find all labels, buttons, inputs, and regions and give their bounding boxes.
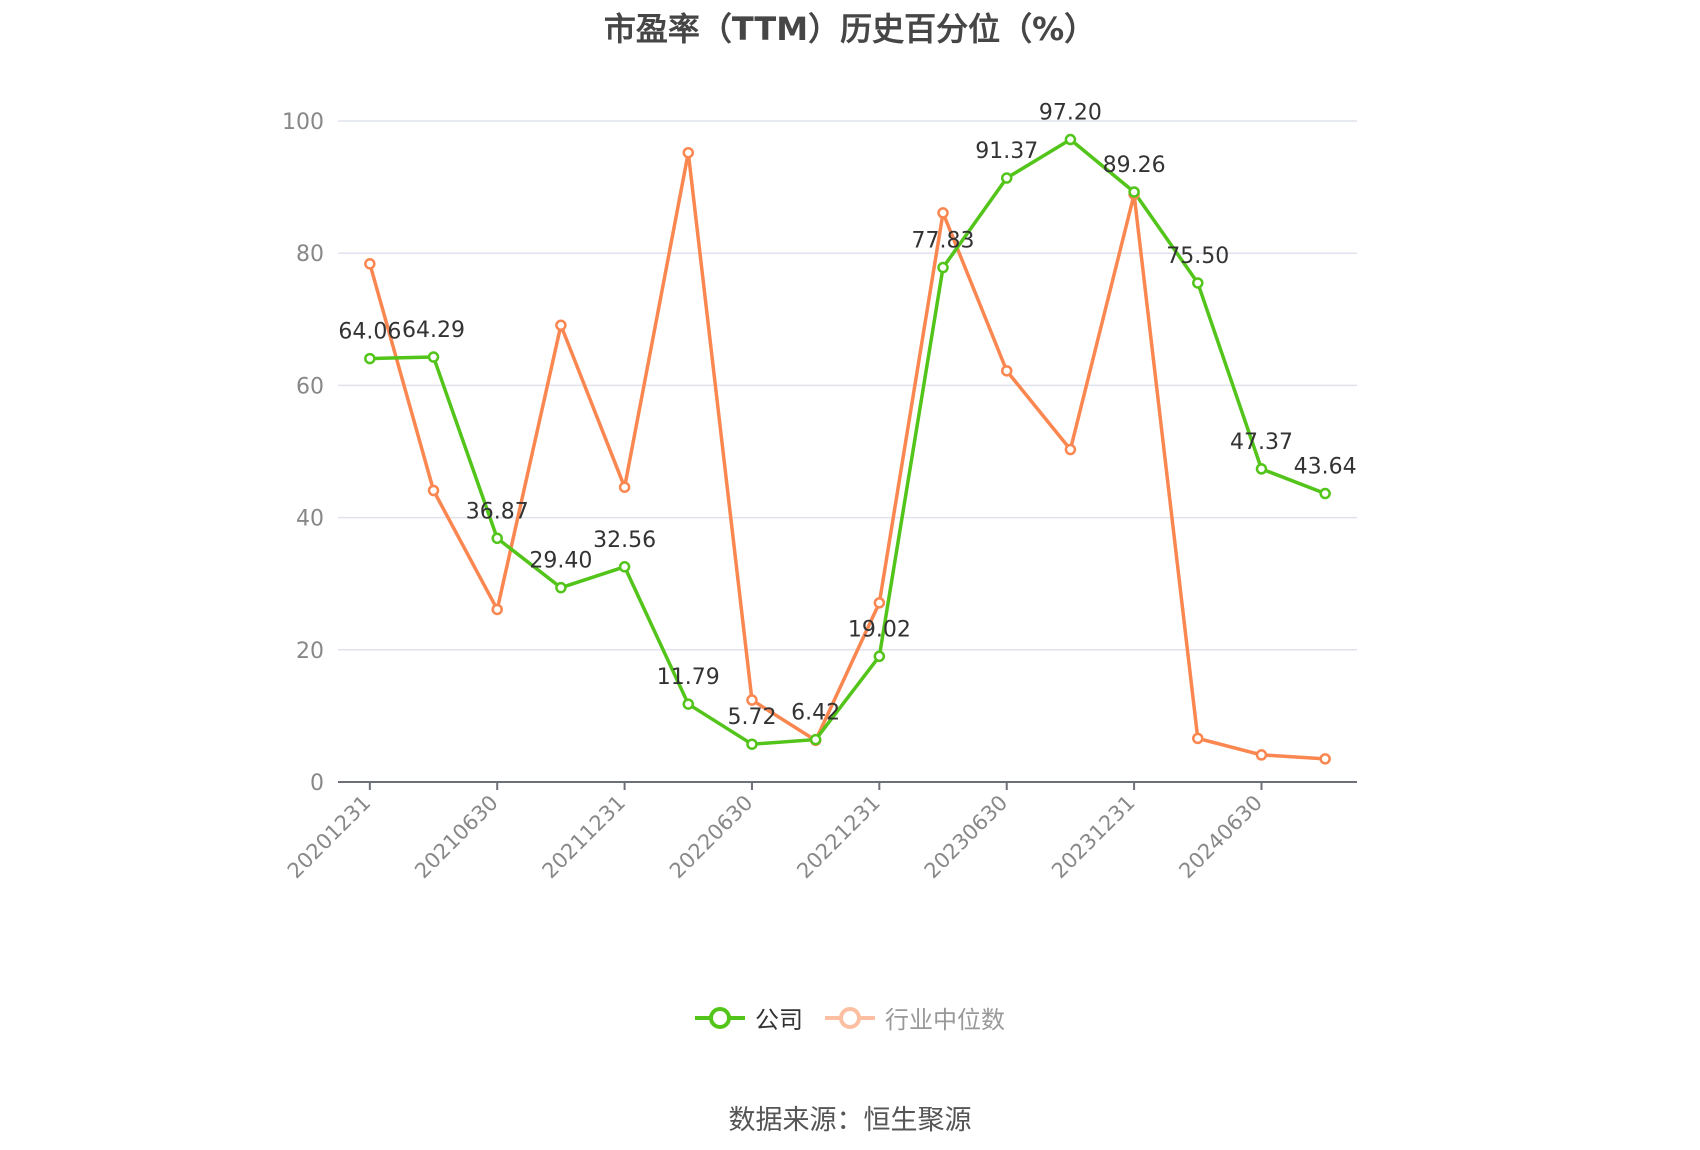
series-line-company bbox=[369, 137, 1326, 746]
y-tick-label: 0 bbox=[310, 771, 324, 796]
x-tick-label: 20221231 bbox=[792, 791, 885, 884]
data-label: 97.20 bbox=[1039, 101, 1102, 126]
data-label: 19.02 bbox=[848, 617, 911, 642]
data-point bbox=[555, 581, 567, 594]
data-point bbox=[873, 597, 886, 609]
data-point bbox=[1064, 133, 1077, 146]
y-tick-label: 80 bbox=[296, 242, 324, 267]
data-point bbox=[746, 694, 758, 706]
data-point bbox=[1000, 365, 1013, 377]
data-label: 89.26 bbox=[1103, 153, 1166, 178]
data-label: 75.50 bbox=[1166, 244, 1229, 269]
data-point bbox=[1000, 172, 1013, 184]
data-label: 77.83 bbox=[912, 229, 975, 254]
x-tick-label: 20211231 bbox=[538, 791, 631, 884]
data-source: 数据来源：恒生聚源 bbox=[728, 1105, 972, 1136]
chart-title: 市盈率（TTM）历史百分位（%） bbox=[603, 10, 1097, 48]
data-point bbox=[682, 698, 695, 710]
data-label: 11.79 bbox=[657, 665, 720, 690]
data-label: 36.87 bbox=[466, 499, 529, 524]
y-tick-label: 20 bbox=[296, 639, 324, 664]
data-label: 29.40 bbox=[529, 549, 592, 574]
data-point bbox=[937, 207, 949, 219]
legend-item-industry-median[interactable]: 行业中位数 bbox=[825, 1000, 1005, 1035]
y-tick-label: 100 bbox=[282, 110, 324, 135]
legend-label-industry-median: 行业中位数 bbox=[885, 1006, 1005, 1034]
legend-label-company: 公司 bbox=[755, 1006, 803, 1034]
data-point bbox=[809, 733, 822, 746]
data-point bbox=[937, 261, 949, 274]
data-point bbox=[618, 481, 631, 493]
data-point bbox=[873, 650, 886, 663]
legend-company-line-icon bbox=[695, 1006, 745, 1029]
legend-industry-line-icon bbox=[825, 1006, 875, 1029]
data-label: 6.42 bbox=[791, 701, 840, 726]
data-label: 91.37 bbox=[975, 139, 1038, 164]
x-tick-label: 20230630 bbox=[920, 791, 1013, 884]
data-point bbox=[1064, 443, 1077, 456]
data-label: 64.06 bbox=[338, 320, 401, 345]
data-label: 43.64 bbox=[1294, 455, 1357, 480]
data-point bbox=[427, 351, 440, 363]
data-point bbox=[1255, 749, 1268, 761]
data-point bbox=[427, 484, 440, 497]
data-point bbox=[555, 319, 567, 331]
data-point bbox=[682, 146, 695, 159]
data-point bbox=[1319, 487, 1331, 500]
data-point bbox=[491, 532, 503, 545]
legend-item-company[interactable]: 公司 bbox=[695, 1000, 803, 1035]
legend: 公司 行业中位数 bbox=[0, 1000, 1700, 1035]
data-point bbox=[618, 561, 631, 573]
x-tick-label: 20220630 bbox=[665, 791, 758, 884]
data-point bbox=[364, 352, 376, 365]
data-point bbox=[1192, 277, 1204, 289]
data-point bbox=[1255, 463, 1268, 475]
data-point bbox=[746, 738, 758, 750]
line-chart: 0 20 40 60 80 100 20201231 20210630 20211231 2022… bbox=[282, 101, 1357, 884]
data-point bbox=[1319, 753, 1331, 765]
y-tick-label: 40 bbox=[296, 507, 324, 532]
x-tick-label: 20210630 bbox=[410, 791, 503, 884]
x-tick-label: 20231231 bbox=[1047, 791, 1140, 884]
x-tick-label: 20240630 bbox=[1174, 791, 1267, 884]
data-point bbox=[491, 603, 503, 616]
y-tick-label: 60 bbox=[296, 374, 324, 399]
x-tick-label: 20201231 bbox=[283, 791, 376, 884]
data-point bbox=[1192, 732, 1204, 745]
data-label: 64.29 bbox=[402, 318, 465, 343]
data-label: 5.72 bbox=[727, 705, 776, 730]
data-point bbox=[364, 258, 376, 270]
data-point bbox=[1128, 186, 1140, 198]
data-label: 32.56 bbox=[593, 528, 656, 553]
series-line-industry-median bbox=[368, 150, 1326, 761]
data-label: 47.37 bbox=[1230, 430, 1293, 455]
